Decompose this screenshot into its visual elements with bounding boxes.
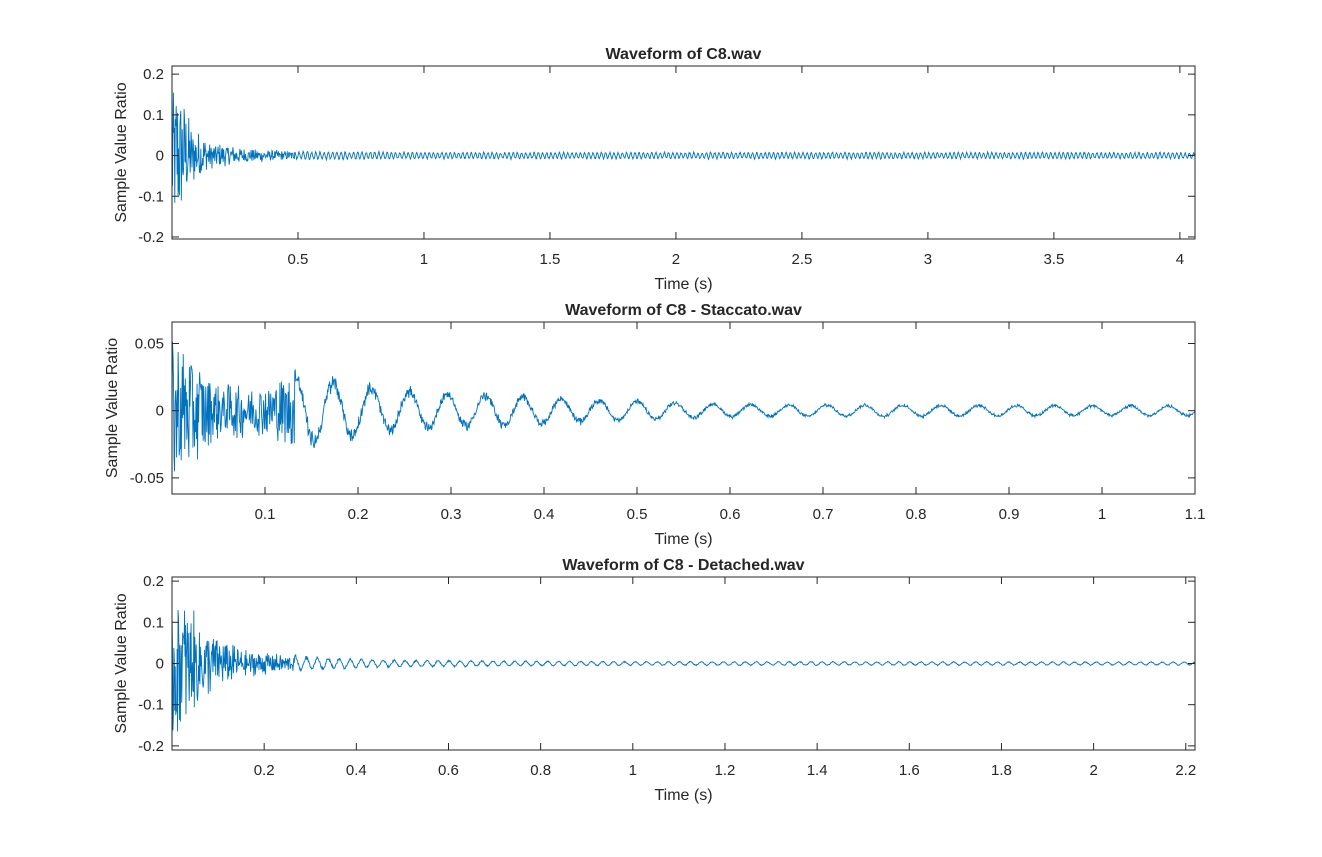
x-tick-label: 2.2: [1175, 762, 1196, 779]
y-tick-label: 0: [156, 403, 164, 420]
x-tick-label: 0.8: [530, 762, 551, 779]
subplot-1: 0.5 1 1.5 2 2.5 3 3.5 4 -0.2 -0.1 0 0.1 0.2 Waveform …: [113, 46, 1196, 293]
x-tick-label: 4: [1176, 251, 1184, 268]
x-tick-label: 0.7: [813, 506, 834, 523]
x-tick-label: 1.1: [1185, 506, 1206, 523]
waveform-line: [172, 92, 1195, 203]
y-tick-label: 0: [156, 656, 164, 673]
y-tick-label: -0.1: [138, 697, 164, 714]
y-tick-label: -0.1: [138, 188, 164, 205]
y-tick-label: 0: [156, 148, 164, 165]
x-tick-label: 1: [1098, 506, 1106, 523]
x-tick-label: 1.8: [991, 762, 1012, 779]
y-axis-label: Sample Value Ratio: [113, 593, 130, 733]
chart-title: Waveform of C8.wav: [606, 46, 762, 63]
chart-title: Waveform of C8 - Staccato.wav: [565, 302, 802, 319]
y-tick-label: 0.1: [143, 107, 164, 124]
x-axis-label: Time (s): [654, 276, 712, 293]
x-tick-label: 3: [924, 251, 932, 268]
x-tick-label: 0.4: [534, 506, 555, 523]
x-axis-label: Time (s): [654, 531, 712, 548]
y-tick-label: -0.05: [130, 470, 164, 487]
waveform-line: [172, 341, 1195, 472]
x-tick-label: 1.2: [715, 762, 736, 779]
chart-title: Waveform of C8 - Detached.wav: [562, 557, 804, 574]
x-tick-label: 2: [1089, 762, 1097, 779]
x-tick-label: 0.6: [720, 506, 741, 523]
x-tick-label: 1: [420, 251, 428, 268]
x-tick-label: 0.5: [288, 251, 309, 268]
x-tick-label: 3.5: [1043, 251, 1064, 268]
subplot-2: 0.1 0.2 0.3 0.4 0.5 0.6 0.7 0.8 0.9 1 1.1 -0.05 0 0.0…: [104, 302, 1205, 548]
x-tick-label: 0.6: [438, 762, 459, 779]
x-tick-label: 0.8: [906, 506, 927, 523]
x-tick-label: 0.4: [346, 762, 367, 779]
y-tick-label: 0.1: [143, 614, 164, 631]
waveform-line: [172, 609, 1195, 732]
x-tick-label: 1.5: [540, 251, 561, 268]
x-tick-label: 0.1: [255, 506, 276, 523]
x-tick-label: 0.3: [441, 506, 462, 523]
y-tick-label: -0.2: [138, 229, 164, 246]
x-axis-label: Time (s): [654, 787, 712, 804]
y-tick-label: -0.2: [138, 738, 164, 755]
x-tick-label: 0.2: [254, 762, 275, 779]
y-axis-label: Sample Value Ratio: [113, 82, 130, 222]
x-tick-label: 0.5: [627, 506, 648, 523]
y-axis-label: Sample Value Ratio: [104, 338, 121, 478]
y-tick-label: 0.2: [143, 66, 164, 83]
x-tick-label: 0.2: [348, 506, 369, 523]
axes-box: [171, 65, 1196, 240]
y-tick-label: 0.05: [135, 336, 164, 353]
subplot-3: 0.2 0.4 0.6 0.8 1 1.2 1.4 1.6 1.8 2 2.2 -0.2 -0.1 0 0.…: [113, 557, 1196, 804]
axes-box: [171, 321, 1196, 495]
x-tick-label: 0.9: [999, 506, 1020, 523]
x-tick-label: 1.6: [899, 762, 920, 779]
x-tick-label: 2: [672, 251, 680, 268]
x-tick-label: 2.5: [791, 251, 812, 268]
x-tick-label: 1.4: [807, 762, 828, 779]
y-tick-label: 0.2: [143, 573, 164, 590]
x-tick-label: 1: [629, 762, 637, 779]
